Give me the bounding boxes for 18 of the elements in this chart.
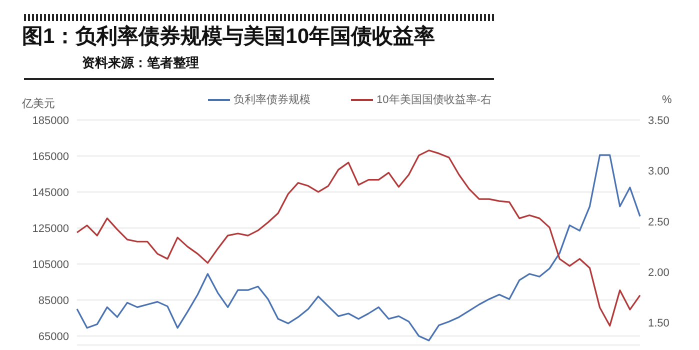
y-tick-label: 165000: [32, 150, 69, 163]
y-tick-label: 125000: [32, 222, 69, 235]
chart-subtitle: 资料来源：笔者整理: [82, 54, 199, 72]
y-tick-label: 145000: [32, 186, 69, 199]
y-axis-title: 亿美元: [22, 96, 55, 111]
y-tick-label: 185000: [32, 114, 69, 127]
y2-tick-label: 3.50: [648, 114, 670, 127]
y2-tick-label: 3.00: [648, 166, 670, 178]
y2-tick-label: 2.00: [648, 266, 670, 279]
y2-tick-label: 2.50: [648, 216, 670, 228]
y2-tick-label: 1.50: [648, 318, 670, 330]
y-tick-label: 85000: [38, 294, 69, 307]
y2-axis-title: %: [662, 94, 672, 106]
y-tick-label: 65000: [38, 330, 69, 343]
y-tick-label: 105000: [32, 258, 69, 271]
legend-label: 10年美国国债收益率-右: [376, 92, 492, 107]
legend-label: 负利率债券规模: [234, 92, 311, 107]
chart-title: 图1：负利率债券规模与美国10年国债收益率: [22, 24, 436, 50]
